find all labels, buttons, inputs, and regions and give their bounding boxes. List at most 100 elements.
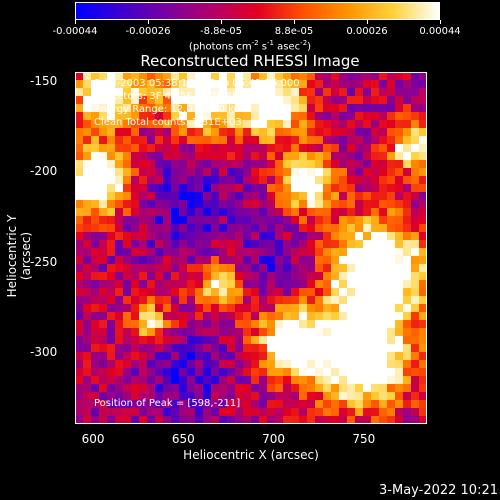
heatmap-cell <box>275 296 284 305</box>
heatmap-cell <box>235 416 244 424</box>
heatmap-cell <box>99 112 108 121</box>
heatmap-cell <box>275 112 284 121</box>
heatmap-cell <box>395 328 404 337</box>
heatmap-cell <box>307 312 316 321</box>
heatmap-cell <box>107 376 116 385</box>
heatmap-cell <box>355 88 364 97</box>
y-tick-label: -150 <box>30 74 58 89</box>
heatmap-cell <box>99 264 108 273</box>
heatmap-cell <box>395 72 404 81</box>
heatmap-cell <box>291 280 300 289</box>
heatmap-cell <box>347 288 356 297</box>
heatmap-cell <box>347 200 356 209</box>
heatmap-cell <box>211 304 220 313</box>
heatmap-cell <box>219 288 228 297</box>
heatmap-cell <box>203 392 212 401</box>
heatmap-cell <box>139 400 148 409</box>
heatmap-cell <box>275 264 284 273</box>
heatmap-cell <box>227 312 236 321</box>
heatmap-cell <box>203 288 212 297</box>
heatmap-cell <box>355 72 364 81</box>
heatmap-cell <box>411 216 420 225</box>
heatmap-cell <box>75 256 84 265</box>
heatmap-cell <box>235 336 244 345</box>
heatmap-cell <box>115 88 124 97</box>
heatmap-cell <box>355 112 364 121</box>
heatmap-cell <box>283 112 292 121</box>
heatmap-cell <box>83 248 92 257</box>
heatmap-cell <box>291 352 300 361</box>
heatmap-cell <box>179 88 188 97</box>
heatmap-cell <box>267 216 276 225</box>
heatmap-cell <box>243 160 252 169</box>
heatmap-cell <box>155 128 164 137</box>
heatmap-cell <box>363 400 372 409</box>
heatmap-cell <box>299 248 308 257</box>
heatmap-cell <box>411 152 420 161</box>
heatmap-cell <box>339 200 348 209</box>
heatmap-cell <box>107 72 116 81</box>
heatmap-cell <box>363 392 372 401</box>
heatmap-cell <box>171 400 180 409</box>
heatmap-cell <box>171 352 180 361</box>
heatmap-cell <box>219 280 228 289</box>
heatmap-cell <box>387 136 396 145</box>
heatmap-cell <box>339 248 348 257</box>
heatmap-cell <box>99 256 108 265</box>
heatmap-cell <box>75 352 84 361</box>
heatmap-cell <box>187 192 196 201</box>
heatmap-cell <box>275 368 284 377</box>
time-range-annotation: 8-Jul-2003 05:38:16.000 to 05:41:16.000 <box>94 78 300 89</box>
heatmap-cell <box>243 216 252 225</box>
heatmap-cell <box>315 336 324 345</box>
heatmap-cell <box>387 240 396 249</box>
heatmap-cell <box>419 256 427 265</box>
heatmap-cell <box>243 168 252 177</box>
heatmap-cell <box>147 264 156 273</box>
heatmap-cell <box>339 304 348 313</box>
heatmap-cell <box>403 320 412 329</box>
heatmap-cell <box>211 192 220 201</box>
heatmap-cell <box>291 376 300 385</box>
heatmap-cell <box>323 96 332 105</box>
heatmap-cell <box>171 176 180 185</box>
heatmap-cell <box>251 304 260 313</box>
heatmap-cell <box>307 240 316 249</box>
heatmap-cell <box>83 344 92 353</box>
heatmap-cell <box>155 96 164 105</box>
heatmap-cell <box>411 376 420 385</box>
heatmap-cell <box>379 392 388 401</box>
heatmap-cell <box>243 176 252 185</box>
heatmap-cell <box>339 264 348 273</box>
heatmap-cell <box>107 304 116 313</box>
heatmap-cell <box>379 184 388 193</box>
heatmap-cell <box>395 256 404 265</box>
heatmap-cell <box>347 400 356 409</box>
heatmap-cell <box>187 264 196 273</box>
heatmap-cell <box>379 232 388 241</box>
heatmap-cell <box>107 272 116 281</box>
heatmap-cell <box>155 144 164 153</box>
heatmap-cell <box>91 368 100 377</box>
heatmap-cell <box>99 312 108 321</box>
heatmap-cell <box>211 256 220 265</box>
heatmap-cell <box>83 304 92 313</box>
heatmap-cell <box>235 248 244 257</box>
heatmap-cell <box>291 264 300 273</box>
heatmap-cell <box>411 288 420 297</box>
colorbar-tick-mark <box>75 20 76 24</box>
heatmap-cell <box>147 104 156 113</box>
heatmap-cell <box>107 224 116 233</box>
heatmap-cell <box>171 216 180 225</box>
colorbar-tick-label: -0.00026 <box>125 26 171 37</box>
heatmap-cell <box>411 272 420 281</box>
heatmap-cell <box>291 104 300 113</box>
heatmap-cell <box>83 152 92 161</box>
heatmap-cell <box>107 360 116 369</box>
heatmap-cell <box>379 312 388 321</box>
heatmap-cell <box>371 160 380 169</box>
heatmap-cell <box>235 96 244 105</box>
heatmap-cell <box>291 144 300 153</box>
heatmap-cell <box>267 168 276 177</box>
heatmap-cell <box>395 352 404 361</box>
